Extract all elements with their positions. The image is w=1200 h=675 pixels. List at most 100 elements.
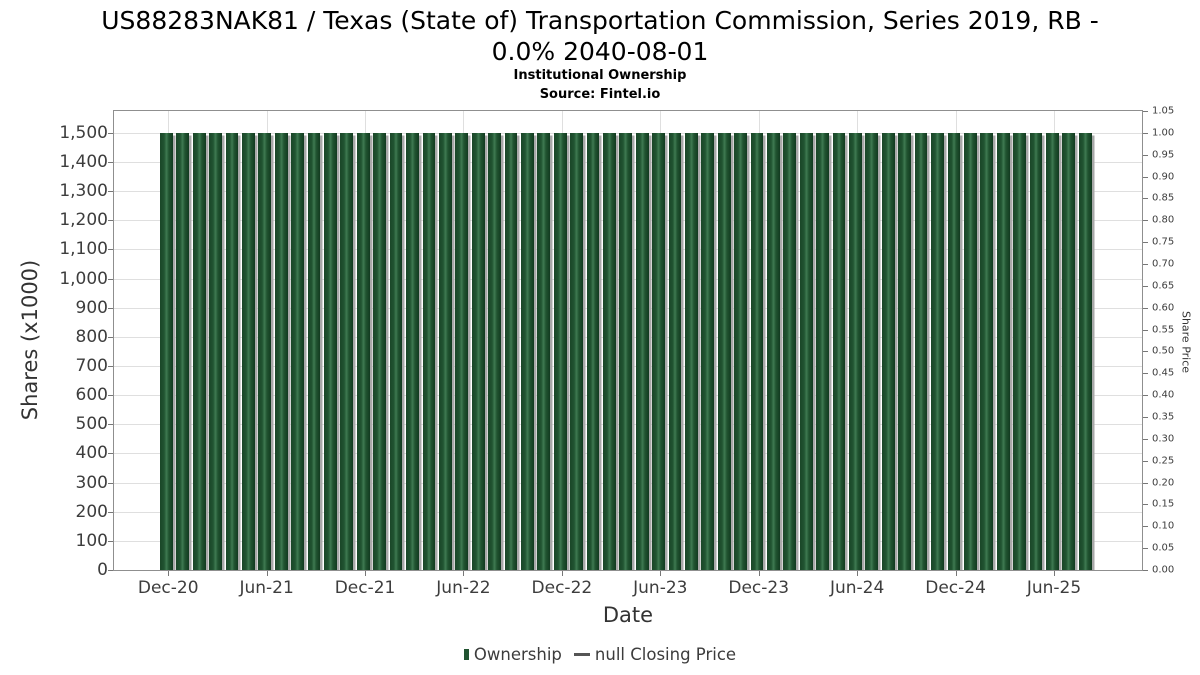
right-axis-tick-label: 1.05 bbox=[1152, 105, 1175, 117]
x-axis-tick-label: Jun-21 bbox=[239, 578, 294, 598]
ownership-bar bbox=[504, 132, 518, 570]
ownership-bar bbox=[799, 132, 813, 570]
bar-slot bbox=[1029, 111, 1046, 570]
ownership-bar bbox=[225, 132, 239, 570]
right-axis-tick-label: 1.00 bbox=[1152, 127, 1175, 139]
right-axis-tick-label: 0.45 bbox=[1152, 367, 1175, 379]
left-axis-tick-mark bbox=[108, 540, 113, 542]
x-axis-tick-mark bbox=[955, 571, 957, 576]
right-axis-title: Share Price bbox=[1179, 310, 1193, 374]
ownership-bar bbox=[586, 132, 600, 570]
bar-slot bbox=[750, 111, 767, 570]
right-axis-tick-label: 0.05 bbox=[1152, 542, 1175, 554]
right-axis-tick-label: 0.10 bbox=[1152, 520, 1175, 532]
right-axis-tick-mark bbox=[1143, 373, 1148, 375]
bar-slot bbox=[619, 111, 635, 570]
bar-slot bbox=[767, 111, 783, 570]
chart-title-line-2: 0.0% 2040-08-01 bbox=[491, 37, 709, 66]
bar-slot bbox=[832, 111, 849, 570]
left-axis-tick-mark bbox=[108, 162, 113, 163]
right-axis-tick-mark bbox=[1143, 526, 1148, 528]
right-axis-tick-label: 0.15 bbox=[1152, 498, 1175, 510]
bar-slot bbox=[225, 111, 242, 570]
bar-slot bbox=[996, 111, 1013, 570]
right-axis-tick-mark bbox=[1143, 329, 1148, 331]
bar-slot bbox=[471, 111, 488, 570]
left-axis-tick-mark bbox=[108, 570, 113, 571]
x-axis-tick-label: Dec-22 bbox=[531, 578, 593, 598]
legend: Ownership null Closing Price bbox=[0, 645, 1200, 664]
ownership-bar bbox=[619, 132, 633, 570]
right-axis-tick-mark bbox=[1143, 504, 1148, 506]
bar-slot bbox=[1078, 111, 1095, 570]
ownership-bar bbox=[340, 132, 354, 570]
ownership-bar bbox=[668, 132, 682, 570]
ownership-bar bbox=[291, 132, 305, 570]
right-axis-tick-mark bbox=[1143, 154, 1148, 156]
left-axis-tick-label: 1,100 bbox=[59, 239, 108, 260]
right-axis-tick-mark bbox=[1143, 351, 1148, 353]
right-axis-tick-label: 0.90 bbox=[1152, 171, 1175, 183]
right-axis-tick-mark bbox=[1143, 198, 1148, 200]
x-axis-tick-mark bbox=[561, 571, 563, 576]
ownership-bar bbox=[685, 132, 698, 570]
left-axis-tick-mark bbox=[108, 249, 113, 251]
right-axis-tick-mark bbox=[1143, 111, 1148, 112]
x-axis-tick-mark bbox=[660, 571, 662, 576]
bar-slot bbox=[668, 111, 685, 570]
bar-slot bbox=[963, 111, 980, 570]
ownership-bar bbox=[192, 132, 206, 570]
bar-slot bbox=[520, 111, 537, 570]
ownership-bar bbox=[980, 132, 994, 570]
x-axis-tick-label: Jun-22 bbox=[436, 578, 491, 598]
chart-title-line-1: US88283NAK81 / Texas (State of) Transpor… bbox=[101, 6, 1099, 35]
bar-slot bbox=[734, 111, 750, 570]
bar-slot bbox=[602, 111, 619, 570]
right-axis-tick-label: 0.70 bbox=[1152, 258, 1175, 270]
bar-slot bbox=[931, 111, 947, 570]
ownership-bar bbox=[520, 132, 534, 570]
left-axis-tick-label: 600 bbox=[75, 385, 108, 406]
left-axis-tick-mark bbox=[108, 336, 113, 338]
ownership-bar bbox=[1045, 132, 1059, 570]
closing-price-legend-line bbox=[573, 653, 590, 656]
left-axis-tick-mark bbox=[108, 278, 113, 280]
ownership-bar bbox=[471, 132, 485, 570]
right-axis-tick-label: 0.80 bbox=[1152, 214, 1175, 226]
x-axis-tick-label: Dec-20 bbox=[137, 578, 199, 598]
ownership-bar bbox=[652, 132, 665, 570]
bar-slot bbox=[570, 111, 586, 570]
ownership-bar bbox=[750, 132, 764, 570]
bar-slot bbox=[586, 111, 603, 570]
right-axis-tick-mark bbox=[1143, 417, 1148, 418]
ownership-bar bbox=[717, 132, 731, 570]
right-axis-tick-label: 0.75 bbox=[1152, 236, 1175, 248]
bar-slot bbox=[799, 111, 816, 570]
bar-slot bbox=[242, 111, 258, 570]
ownership-bar bbox=[537, 132, 551, 570]
left-axis-tick-label: 1,400 bbox=[59, 152, 108, 172]
bar-slot bbox=[356, 111, 373, 570]
left-axis-tick-mark bbox=[108, 366, 113, 367]
bar-slot bbox=[209, 111, 225, 570]
bar-slot bbox=[1045, 111, 1062, 570]
right-axis-tick-label: 0.55 bbox=[1152, 324, 1175, 336]
left-axis-tick-label: 300 bbox=[75, 472, 108, 493]
ownership-bar bbox=[602, 132, 616, 570]
bar-slot bbox=[816, 111, 832, 570]
ownership-legend-label: Ownership bbox=[473, 645, 562, 664]
ownership-bar bbox=[783, 132, 797, 570]
bar-slot bbox=[176, 111, 192, 570]
bar-slot bbox=[701, 111, 717, 570]
bar-slot bbox=[898, 111, 914, 570]
bar-slot bbox=[881, 111, 898, 570]
left-axis-tick-mark bbox=[108, 511, 113, 513]
right-axis-tick-label: 0.20 bbox=[1152, 477, 1175, 489]
bar-slot bbox=[504, 111, 521, 570]
x-axis-tick-mark bbox=[365, 571, 367, 576]
bar-slot bbox=[717, 111, 734, 570]
bar-slot bbox=[537, 111, 553, 570]
right-axis-tick-label: 0.60 bbox=[1152, 302, 1175, 314]
left-axis-tick-label: 400 bbox=[75, 443, 108, 464]
